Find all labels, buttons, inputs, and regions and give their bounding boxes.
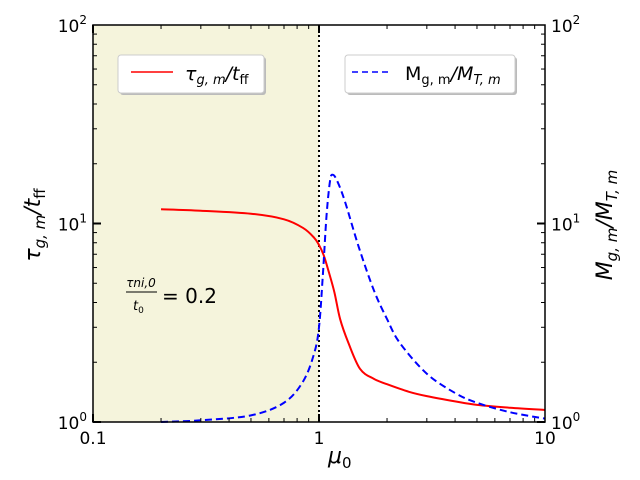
legend-right: Mg, m/MT, m (344, 54, 517, 95)
y2-tick-label: 101 (551, 212, 580, 236)
y-tick-label: 102 (58, 13, 87, 37)
y-axis-label: τg, m/tff (21, 188, 49, 262)
series-line-mass (160, 173, 546, 423)
svg-text:t0: t0 (133, 299, 144, 316)
x-tick-label: 0.1 (79, 429, 106, 449)
y2-tick-label: 102 (551, 13, 580, 37)
legend-left: τg, m/tff (117, 54, 266, 95)
annotation-value: = 0.2 (162, 284, 217, 308)
annotation-numerator: τni,0 (126, 276, 156, 290)
y-tick-label: 100 (58, 410, 87, 434)
annotation: τni,0 t0 = 0.2 (126, 276, 217, 316)
legend-label-tau: τg, m/tff (185, 63, 250, 88)
legend-box (117, 54, 265, 94)
x-axis-label: μ0 (327, 444, 352, 472)
x-tick-label: 1 (314, 429, 325, 449)
legend-box (344, 54, 516, 94)
y2-tick-label: 100 (551, 410, 580, 434)
y2-axis-label: Mg, m/MT, m (593, 170, 621, 281)
y-tick-label: 101 (58, 212, 87, 236)
x-tick-label: 10 (534, 429, 556, 449)
series-line-tau (160, 208, 546, 411)
